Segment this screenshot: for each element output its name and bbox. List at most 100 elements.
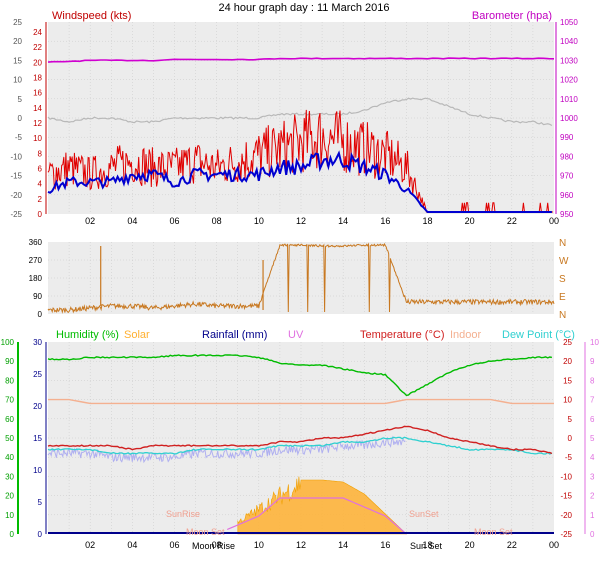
annotation-sunset: SunSet — [409, 509, 439, 519]
baro-tick: 1010 — [560, 95, 578, 104]
wind-speed-tick: 0 — [38, 210, 43, 219]
time-tick-label: 22 — [507, 216, 517, 226]
time-tick-label: 08 — [212, 540, 222, 550]
baro-tick: 970 — [560, 172, 574, 181]
panel-direction-series — [47, 242, 555, 314]
temperature-tick: -10 — [560, 472, 572, 481]
time-tick-label: 00 — [549, 216, 559, 226]
legend-solar: Solar — [124, 329, 150, 341]
rain-tick: 10 — [33, 466, 42, 475]
wind-speed-tick: 16 — [33, 89, 42, 98]
wind-speed-tick: 2 — [38, 195, 43, 204]
series-dewpoint-raw — [47, 435, 406, 464]
time-tick-label: 20 — [465, 540, 475, 550]
wind-left-tick: 5 — [18, 95, 23, 104]
time-tick-label: 00 — [549, 540, 559, 550]
compass-label: N — [559, 238, 566, 249]
temperature-tick: 20 — [563, 357, 572, 366]
wind-speed-tick: 14 — [33, 104, 42, 113]
panel-multi: Humidity (%) Solar Rainfall (mm) UV Temperat… — [1, 329, 600, 551]
direction-tick: 270 — [29, 256, 43, 265]
uv-tick: 1 — [590, 511, 595, 520]
humidity-tick: 100 — [1, 338, 15, 347]
series-solar — [237, 476, 408, 535]
baro-tick: 950 — [560, 210, 574, 219]
baro-tick: 960 — [560, 191, 574, 200]
series-indoor — [48, 398, 554, 405]
baro-label: Barometer (hpa) — [472, 10, 552, 22]
annotation-sunrise: SunRise — [166, 509, 200, 519]
annotation-moonset-evening: Moon Set — [474, 527, 513, 537]
time-tick-label: 10 — [254, 216, 264, 226]
uv-tick: 9 — [590, 357, 595, 366]
time-tick-label: 20 — [465, 216, 475, 226]
rain-tick: 0 — [38, 530, 43, 539]
panel-multi-legend: Humidity (%) Solar Rainfall (mm) UV Temperat… — [56, 329, 575, 341]
uv-tick: 7 — [590, 396, 595, 405]
humidity-tick: 60 — [5, 415, 14, 424]
legend-temp: Temperature (°C) — [360, 329, 444, 341]
panel-wind-grid — [48, 22, 554, 214]
wind-left-tick: -25 — [10, 210, 22, 219]
wind-left-tick: 25 — [13, 18, 22, 27]
direction-tick: 180 — [29, 274, 43, 283]
temperature-tick: -25 — [560, 530, 572, 539]
compass-label: S — [559, 274, 566, 285]
baro-tick: 980 — [560, 152, 574, 161]
direction-tick: 0 — [38, 310, 43, 319]
panel-direction-grid — [48, 242, 554, 314]
uv-tick: 8 — [590, 376, 595, 385]
temperature-tick: 10 — [563, 396, 572, 405]
humidity-tick: 40 — [5, 453, 14, 462]
wind-left-tick: -10 — [10, 152, 22, 161]
wind-speed-tick: 12 — [33, 119, 42, 128]
time-tick-label: 22 — [507, 540, 517, 550]
temperature-tick: 15 — [563, 376, 572, 385]
temperature-tick: -20 — [560, 511, 572, 520]
series-uv — [226, 497, 407, 535]
temperature-tick: -5 — [565, 453, 573, 462]
baro-tick: 1020 — [560, 76, 578, 85]
annotation-moonset: Moon Set — [186, 527, 225, 537]
legend-hum: Humidity (%) — [56, 329, 119, 341]
time-tick-label: 06 — [169, 216, 179, 226]
panel-multi-annotations: SunRise Moon Set Moon Rise SunSet Sun Set Moo… — [166, 509, 513, 551]
time-tick-label: 14 — [338, 540, 348, 550]
direction-tick: 360 — [29, 238, 43, 247]
direction-tick: 90 — [33, 292, 42, 301]
humidity-tick: 0 — [10, 530, 15, 539]
series-grey-line — [47, 97, 553, 127]
wind-speed-tick: 10 — [33, 134, 42, 143]
baro-tick: 1040 — [560, 37, 578, 46]
uv-tick: 3 — [590, 472, 595, 481]
panel-wind-time-ticks: 02 04 06 08 10 12 14 16 18 20 22 00 — [85, 216, 559, 226]
panel-multi-series — [47, 354, 554, 535]
series-direction — [47, 242, 555, 314]
wind-left-tick: 20 — [13, 37, 22, 46]
annotation-moonrise: Moon Rise — [192, 541, 235, 551]
time-tick-label: 14 — [338, 216, 348, 226]
wind-label: Windspeed (kts) — [52, 10, 131, 22]
humidity-tick: 80 — [5, 376, 14, 385]
time-tick-label: 02 — [85, 540, 95, 550]
compass-label: E — [559, 292, 566, 303]
baro-tick: 1050 — [560, 18, 578, 27]
uv-tick: 0 — [590, 530, 595, 539]
baro-tick: 1000 — [560, 114, 578, 123]
humidity-tick: 20 — [5, 492, 14, 501]
time-tick-label: 16 — [380, 540, 390, 550]
legend-uv: UV — [288, 329, 304, 341]
rain-tick: 20 — [33, 402, 42, 411]
wind-speed-tick: 8 — [38, 149, 43, 158]
time-tick-label: 04 — [127, 540, 137, 550]
time-tick-label: 02 — [85, 216, 95, 226]
uv-tick: 5 — [590, 434, 595, 443]
rain-tick: 15 — [33, 434, 42, 443]
page-title: 24 hour graph day : 11 March 2016 — [218, 2, 389, 14]
wind-speed-tick: 24 — [33, 28, 42, 37]
time-tick-label: 18 — [422, 216, 432, 226]
time-tick-label: 06 — [169, 540, 179, 550]
wind-left-tick: 15 — [13, 56, 22, 65]
